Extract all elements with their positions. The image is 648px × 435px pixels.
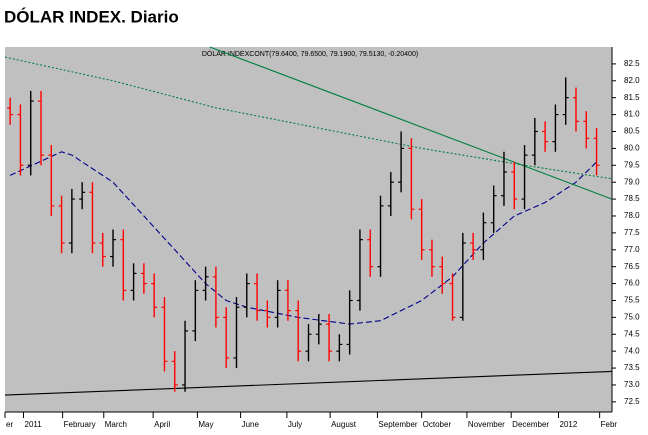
x-tick-label: May (198, 420, 213, 429)
y-tick-label: 80.0 (624, 143, 640, 152)
y-tick-label: 72.5 (624, 397, 640, 406)
y-tick-label: 75.0 (624, 312, 640, 321)
x-tick-label: July (288, 420, 302, 429)
x-tick-label: February (64, 420, 96, 429)
y-tick-label: 82.0 (624, 76, 640, 85)
x-tick-label: er (6, 420, 13, 429)
y-tick-label: 80.5 (624, 127, 640, 136)
y-tick-label: 78.5 (624, 194, 640, 203)
overlay-line (4, 56, 613, 180)
y-tick-label: 76.5 (624, 262, 640, 271)
y-tick-label: 82.5 (624, 59, 640, 68)
y-tick-label: 78.0 (624, 211, 640, 220)
x-tick-label: September (378, 420, 417, 429)
y-tick-label: 81.0 (624, 110, 640, 119)
x-tick-label: June (242, 420, 260, 429)
y-tick-label: 79.0 (624, 177, 640, 186)
y-tick-label: 77.0 (624, 245, 640, 254)
y-tick-label: 76.0 (624, 279, 640, 288)
overlay-line (209, 46, 613, 200)
x-tick-label: December (512, 420, 549, 429)
y-tick-label: 74.5 (624, 329, 640, 338)
y-tick-label: 75.5 (624, 296, 640, 305)
chart-title: DÓLAR INDEX. Diario (4, 7, 179, 26)
chart-subtitle: DÓLAR INDEXCONT(79.6400, 79.6500, 79.190… (202, 49, 418, 58)
x-tick-label: October (423, 420, 452, 429)
overlay-line (4, 370, 613, 396)
x-tick-label: 2012 (560, 420, 578, 429)
x-tick-label: November (468, 420, 505, 429)
x-tick-label: August (331, 420, 357, 429)
y-tick-label: 73.0 (624, 380, 640, 389)
x-tick-label: 2011 (25, 420, 43, 429)
x-tick-label: April (154, 420, 170, 429)
y-tick-label: 77.5 (624, 228, 640, 237)
y-tick-label: 73.5 (624, 363, 640, 372)
x-tick-label: Febr (601, 420, 618, 429)
y-tick-label: 79.5 (624, 160, 640, 169)
x-tick-label: March (105, 420, 127, 429)
y-tick-label: 81.5 (624, 93, 640, 102)
y-tick-label: 74.0 (624, 346, 640, 355)
